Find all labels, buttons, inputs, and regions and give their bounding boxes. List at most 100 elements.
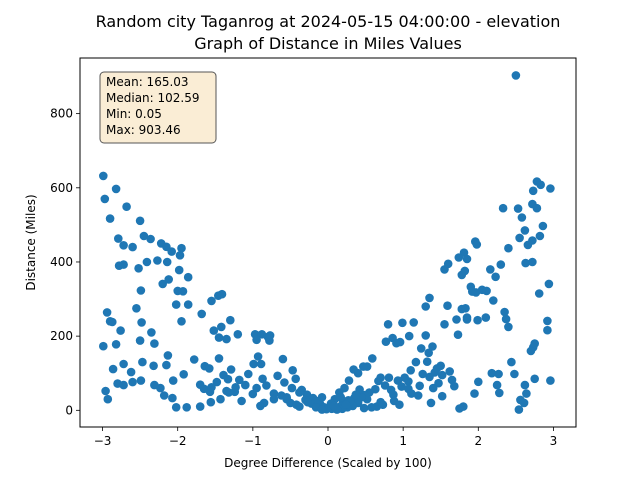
- y-axis-label: Distance (Miles): [24, 194, 38, 290]
- data-point: [455, 404, 464, 413]
- data-point: [416, 344, 426, 353]
- data-point: [481, 313, 491, 322]
- data-point: [156, 383, 165, 393]
- data-point: [454, 253, 464, 262]
- y-tick-label: 200: [50, 329, 73, 343]
- data-point: [100, 194, 110, 204]
- data-point: [437, 391, 447, 401]
- data-point: [510, 369, 519, 379]
- data-point: [241, 380, 250, 390]
- stats-max: Max: 903.46: [106, 123, 181, 137]
- data-point: [217, 322, 226, 332]
- x-axis-ticks: −3 −2 −1 0 1 2 3: [94, 427, 557, 448]
- data-point: [183, 300, 193, 309]
- data-point: [461, 304, 470, 313]
- x-tick-label: 2: [474, 434, 482, 448]
- data-point: [135, 336, 145, 345]
- data-point: [492, 380, 502, 390]
- data-point: [443, 259, 453, 269]
- data-point: [134, 264, 143, 273]
- data-point: [473, 315, 482, 325]
- data-point: [256, 401, 265, 411]
- x-tick-label: 0: [324, 434, 332, 448]
- data-point: [108, 317, 117, 327]
- data-point: [128, 377, 137, 387]
- data-point: [543, 316, 552, 326]
- data-point: [421, 331, 431, 340]
- data-point: [500, 307, 509, 317]
- data-point: [528, 236, 537, 245]
- data-point: [136, 376, 146, 385]
- y-tick-label: 800: [50, 107, 73, 121]
- data-point: [164, 275, 173, 284]
- data-point: [162, 360, 171, 370]
- data-point: [317, 393, 327, 402]
- data-point: [407, 389, 416, 398]
- data-point: [262, 381, 271, 390]
- data-point: [406, 366, 416, 375]
- data-point: [517, 213, 527, 222]
- data-point: [496, 260, 506, 269]
- data-point: [280, 378, 289, 387]
- data-point: [329, 401, 339, 411]
- data-point: [422, 357, 432, 367]
- data-point: [498, 203, 508, 213]
- data-point: [119, 241, 128, 250]
- data-point: [163, 351, 173, 360]
- data-point: [222, 386, 231, 396]
- data-point: [197, 309, 206, 319]
- stats-median: Median: 102.59: [106, 91, 200, 105]
- data-point: [389, 396, 399, 406]
- data-point: [128, 242, 137, 252]
- data-point: [195, 402, 205, 411]
- data-point: [108, 364, 118, 374]
- data-point: [253, 352, 263, 361]
- data-point: [349, 365, 358, 374]
- data-point: [528, 186, 538, 196]
- data-point: [102, 308, 112, 317]
- data-points: [99, 71, 555, 414]
- data-point: [189, 355, 199, 364]
- x-tick-label: −1: [244, 434, 262, 448]
- data-point: [142, 257, 152, 267]
- data-point: [223, 374, 233, 384]
- stats-min: Min: 0.05: [106, 107, 162, 121]
- data-point: [515, 233, 524, 243]
- data-point: [421, 302, 431, 311]
- data-point: [252, 335, 261, 345]
- data-point: [158, 279, 167, 289]
- data-point: [424, 348, 434, 358]
- data-point: [507, 357, 516, 367]
- data-point: [521, 258, 530, 268]
- data-point: [111, 340, 121, 349]
- data-point: [111, 184, 121, 194]
- data-point: [380, 381, 390, 390]
- chart-title-line1: Random city Taganrog at 2024-05-15 04:00…: [96, 12, 561, 31]
- data-point: [426, 398, 436, 408]
- x-tick-label: 1: [399, 434, 407, 448]
- data-point: [116, 326, 125, 335]
- data-point: [171, 300, 181, 309]
- data-point: [519, 398, 529, 408]
- data-point: [126, 367, 136, 377]
- data-point: [504, 322, 513, 332]
- data-point: [487, 368, 497, 378]
- data-point: [178, 287, 188, 296]
- data-point: [341, 400, 351, 410]
- data-point: [501, 314, 511, 324]
- data-point: [447, 375, 457, 385]
- data-point: [303, 397, 313, 407]
- data-point: [205, 364, 214, 373]
- data-point: [404, 331, 414, 341]
- data-point: [474, 377, 483, 387]
- data-point: [177, 317, 186, 326]
- data-point: [538, 221, 548, 231]
- data-point: [206, 397, 216, 407]
- data-point: [425, 293, 434, 303]
- data-point: [534, 289, 544, 298]
- data-point: [136, 286, 146, 295]
- data-point: [392, 338, 401, 348]
- data-point: [520, 380, 530, 390]
- data-point: [543, 325, 552, 335]
- data-point: [494, 369, 503, 379]
